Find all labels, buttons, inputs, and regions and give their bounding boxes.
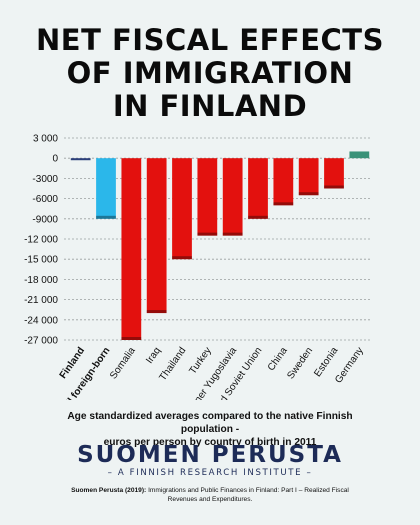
chart-caption: Age standardized averages compared to th…: [40, 410, 380, 449]
bar: [146, 158, 167, 314]
bar: [273, 158, 294, 206]
y-tick-label: -12 000: [24, 235, 58, 246]
title-line-2: OF IMMIGRATION: [66, 56, 354, 90]
bar-end-shade: [121, 337, 142, 340]
bar-end-shade: [222, 232, 243, 236]
bar-end-shade: [298, 192, 319, 196]
y-tick-label: -21 000: [24, 295, 58, 306]
y-tick-label: -9000: [32, 214, 58, 225]
y-tick-label: 0: [52, 154, 58, 165]
bar-chart: 3 000 0 -3000 -6000 -9000 -12 000 -15 000 -18 0…: [24, 134, 372, 400]
bar-end-shade: [96, 215, 116, 219]
bar: [70, 158, 91, 161]
y-tick-label: -18 000: [24, 275, 58, 286]
bar: [248, 158, 268, 219]
x-category-label: Somalia: [108, 345, 138, 381]
y-tick-label: -15 000: [24, 255, 58, 266]
bar: [349, 151, 370, 159]
bar-end-shade: [197, 232, 218, 236]
title-line-1: NET FISCAL EFFECTS: [36, 23, 384, 57]
bar-end-shade: [248, 215, 268, 219]
y-tick-label: 3 000: [33, 134, 58, 145]
brand-tagline: – A FINNISH RESEARCH INSTITUTE –: [107, 468, 313, 478]
bar-end-shade: [146, 310, 167, 314]
source-note: Suomen Perusta (2019): Immigrations and …: [70, 486, 350, 504]
y-tick-label: -27 000: [24, 336, 58, 347]
caption-line-2: euros per person by country of birth in …: [103, 437, 317, 448]
x-category-label: Turkey: [187, 345, 213, 376]
brand-name: SUOMEN PERUSTA: [77, 442, 343, 468]
bar: [197, 158, 218, 236]
bar-end-shade: [324, 185, 344, 189]
bar: [298, 158, 319, 196]
x-category-label: Iraq: [144, 345, 163, 365]
bar: [222, 158, 243, 236]
chart-title: NET FISCAL EFFECTS OF IMMIGRATION IN FIN…: [0, 24, 420, 123]
y-tick-label: -6000: [32, 194, 58, 205]
source-text: Immigrations and Public Finances in Finl…: [148, 487, 349, 503]
bar: [96, 158, 116, 219]
source-author: Suomen Perusta (2019):: [71, 487, 147, 494]
caption-line-1: Age standardized averages compared to th…: [67, 411, 353, 435]
bar-end-shade: [273, 202, 294, 206]
bar: [172, 158, 192, 260]
bar-end-shade: [172, 256, 192, 260]
y-tick-label: -3000: [32, 174, 58, 185]
bar: [324, 158, 344, 189]
title-line-3: IN FINLAND: [112, 89, 308, 123]
y-tick-label: -24 000: [24, 315, 58, 326]
bar: [121, 158, 142, 340]
x-category-label: Sweden: [285, 345, 315, 381]
x-category-label: China: [266, 345, 290, 373]
